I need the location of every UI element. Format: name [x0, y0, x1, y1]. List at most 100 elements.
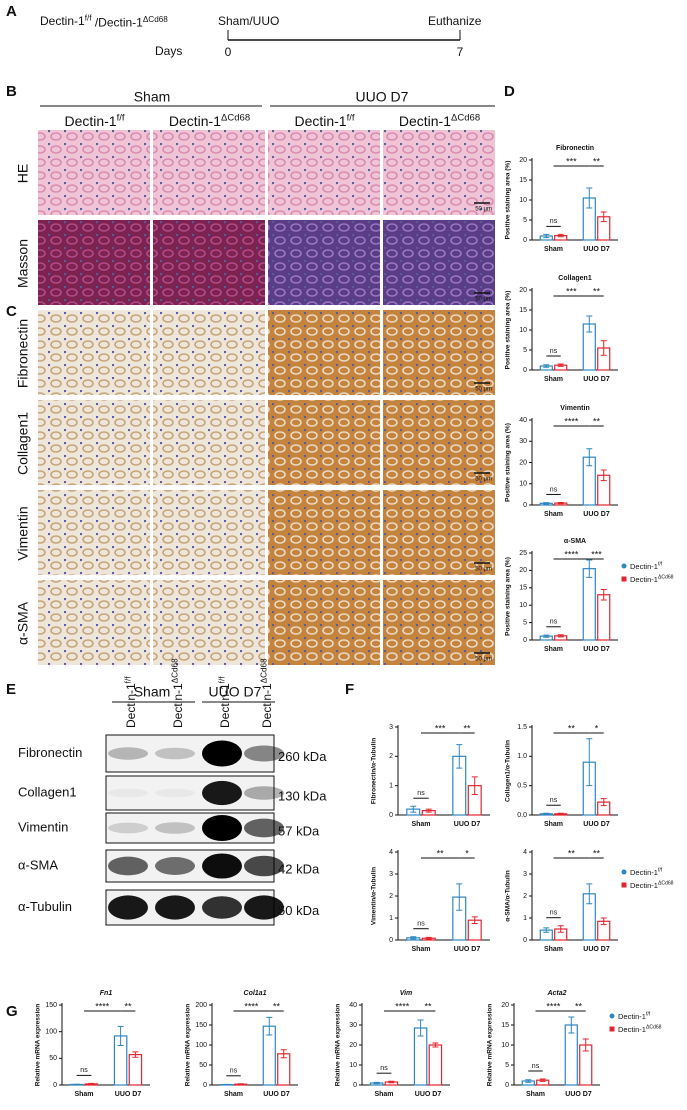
- chart-title: Vim: [400, 990, 413, 997]
- x-tick-label: UUO D7: [583, 646, 610, 653]
- error-bar: [586, 448, 593, 467]
- row-label: HE: [15, 164, 31, 183]
- bar: [277, 1053, 291, 1086]
- y-tick-label: 1.5: [517, 724, 527, 731]
- lane-label: Dectin-1f/f: [217, 676, 232, 728]
- bar: [564, 1024, 578, 1086]
- days-label: Days: [155, 44, 182, 58]
- y-tick-label: 5: [523, 619, 527, 626]
- sig-label: ns: [380, 1065, 388, 1072]
- sig-label: ***: [566, 156, 577, 166]
- error-bar: [600, 798, 607, 807]
- label-name: Dectin-1: [630, 868, 658, 877]
- size-label: 260 kDa: [278, 749, 327, 764]
- x-tick-label: UUO D7: [583, 946, 610, 953]
- micrograph: [153, 580, 265, 665]
- x-tick-label: UUO D7: [583, 376, 610, 383]
- band: [155, 822, 195, 834]
- error-bar: [237, 1083, 244, 1086]
- y-tick-label: 4: [523, 849, 527, 856]
- panel-label: B: [6, 83, 17, 100]
- micrograph: [268, 130, 380, 215]
- legend-marker: [621, 576, 627, 582]
- label-sup: f/f: [217, 676, 226, 684]
- legend-label: Dectin-1ΔCd68: [630, 575, 674, 584]
- label-sup: ΔCd68: [658, 881, 674, 887]
- y-tick-label: 10: [519, 197, 527, 204]
- bar: [413, 1027, 428, 1086]
- error-bar: [600, 211, 607, 223]
- protein-label: Fibronectin: [18, 745, 82, 760]
- x-tick-label: Sham: [74, 1091, 93, 1098]
- x-tick-label: Sham: [544, 646, 563, 653]
- sig-label: ns: [230, 1068, 238, 1075]
- error-bar: [471, 776, 478, 795]
- micrograph: [153, 130, 265, 215]
- sig-label: *: [465, 848, 469, 858]
- band: [108, 747, 148, 760]
- band: [202, 896, 242, 919]
- y-axis-label: Relative mRNA expression: [35, 1004, 42, 1087]
- blot: [105, 775, 275, 811]
- label-sup: ΔCd68: [170, 658, 179, 683]
- y-tick-label: 50: [49, 1055, 57, 1062]
- protein-label: α-Tubulin: [18, 899, 72, 914]
- sig-label: ****: [564, 549, 579, 559]
- y-tick-label: 30: [519, 438, 527, 445]
- legend-marker: [621, 563, 627, 569]
- micrograph: [153, 400, 265, 485]
- error-bar: [410, 936, 417, 940]
- y-tick-label: 50: [199, 1062, 207, 1069]
- y-tick-label: 10: [519, 602, 527, 609]
- micrograph: [38, 220, 150, 305]
- sig-label: **: [568, 848, 576, 858]
- panel-label: E: [6, 681, 16, 698]
- y-tick-label: 20: [519, 157, 527, 164]
- micrograph: [268, 490, 380, 575]
- micrograph: [383, 400, 495, 485]
- error-bar: [539, 1078, 546, 1082]
- x-tick-label: Sham: [526, 1091, 545, 1098]
- sig-label: **: [273, 1001, 281, 1011]
- x-tick-label: UUO D7: [454, 946, 481, 953]
- label-sup: f/f: [123, 676, 132, 684]
- size-label: 57 kDa: [278, 823, 320, 838]
- error-bar: [388, 1080, 395, 1084]
- group-label: UUO D7: [209, 684, 262, 700]
- y-tick-label: 150: [195, 1022, 207, 1029]
- bar: [428, 1044, 443, 1086]
- y-tick-label: 30: [349, 1022, 357, 1029]
- sig-label: **: [593, 416, 601, 426]
- scale-bar-label: 50 μm: [475, 657, 492, 663]
- sig-label: ns: [417, 790, 425, 797]
- y-tick-label: 0: [523, 502, 527, 509]
- micrograph: [153, 310, 265, 395]
- legend-marker: [609, 1013, 615, 1019]
- y-tick-label: 20: [519, 287, 527, 294]
- label-sup: f/f: [347, 112, 355, 123]
- x-tick-label: Sham: [411, 946, 430, 953]
- column-label: Dectin-1f/f: [294, 112, 354, 128]
- micrograph: [38, 310, 150, 395]
- error-bar: [543, 502, 550, 505]
- error-bar: [600, 340, 607, 356]
- y-tick-label: 10: [349, 1062, 357, 1069]
- legend-label: Dectin-1f/f: [630, 562, 663, 571]
- sig-label: ***: [566, 286, 577, 296]
- protein-label: α-SMA: [18, 857, 58, 872]
- y-tick-label: 5: [523, 217, 527, 224]
- y-tick-label: 0: [523, 937, 527, 944]
- x-tick-label: Sham: [544, 376, 563, 383]
- sig-label: ****: [244, 1001, 259, 1011]
- micrograph: [383, 310, 495, 395]
- error-bar: [557, 812, 564, 815]
- y-tick-label: 2: [523, 893, 527, 900]
- label-name: Dectin-1: [40, 14, 85, 28]
- y-tick-label: 25: [519, 550, 527, 557]
- sig-label: ****: [546, 1001, 561, 1011]
- y-tick-label: 0.0: [517, 812, 527, 819]
- blot: [105, 734, 275, 773]
- group-label: UUO D7: [356, 89, 409, 105]
- label-name: Dectin-1: [294, 113, 346, 129]
